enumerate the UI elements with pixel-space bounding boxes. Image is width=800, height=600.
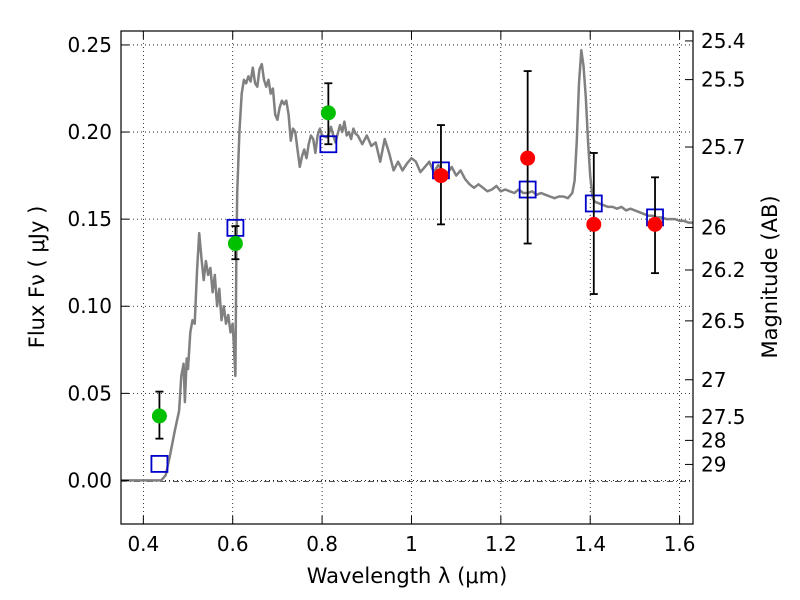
x-tick-label: 1 [405,532,418,556]
x-tick-label: 0.4 [127,532,159,556]
plot-frame [120,30,694,525]
x-axis: 0.4 0.6 0.8 1 1.2 1.4 1.6 [127,31,696,556]
x-axis-label: Wavelength λ (μm) [307,564,508,588]
x-tick-label: 0.6 [217,532,249,556]
y2-tick-label: 29 [701,452,726,476]
model-flux-square [150,454,169,473]
y2-tick-label: 26 [701,216,726,240]
plot-area [121,48,693,482]
plot-background [121,31,693,524]
x-tick-label: 0.8 [306,532,338,556]
x-tick-label: 1.6 [664,532,696,556]
y-tick-label: 0.15 [67,207,112,231]
observed-flux-point [151,408,167,424]
y2-tick-label: 28 [701,428,726,452]
y2-tick-label: 27.5 [701,405,746,429]
y2-tick-label: 25.4 [701,29,746,53]
observed-flux-point [586,216,602,232]
x-tick-label: 1.4 [574,532,606,556]
observed-flux-point [520,150,536,166]
y2-tick-label: 26.5 [701,309,746,333]
observed-flux-point [647,216,663,232]
model-spectrum-line [121,48,693,482]
y-tick-label: 0.20 [67,120,112,144]
y2-tick-label: 27 [701,368,726,392]
observed-flux-point [320,105,336,121]
y-axis-label: Flux Fν ( μJy ) [25,206,49,349]
y2-tick-label: 26.2 [701,258,746,282]
x-tick-label: 1.2 [485,532,517,556]
y2-tick-label: 25.7 [701,135,746,159]
y-tick-label: 0.25 [67,33,112,57]
observed-flux-point [433,168,449,184]
observed-flux-point [227,236,243,252]
y2-tick-label: 25.5 [701,68,746,92]
y-axis: 0.00 0.05 0.10 0.15 0.20 0.25 [67,33,129,492]
y-tick-label: 0.05 [67,381,112,405]
y-tick-label: 0.00 [67,468,112,492]
y-tick-label: 0.10 [67,294,112,318]
y2-axis-label: Magnitude (AB) [758,195,782,358]
